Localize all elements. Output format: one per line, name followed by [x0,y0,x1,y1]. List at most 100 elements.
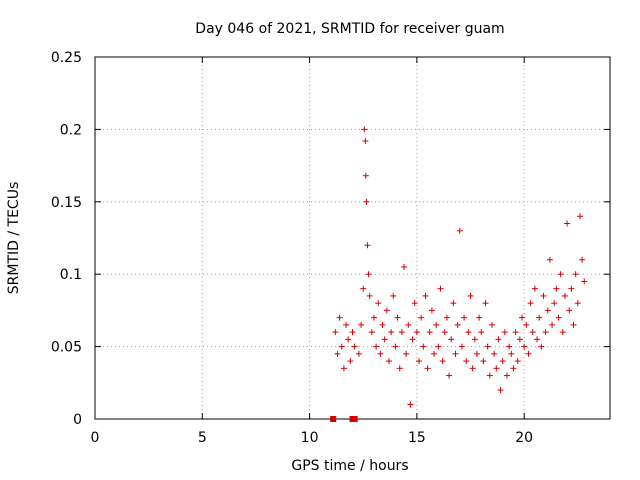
data-point [446,372,453,379]
data-point [514,358,521,365]
data-point [437,285,444,292]
data-point [456,227,463,234]
data-point [381,336,388,343]
data-point [508,350,515,357]
y-axis-label: SRMTID / TECUs [6,182,22,295]
data-point [340,365,347,372]
data-point [561,292,568,299]
data-point [512,329,519,336]
data-point [366,292,373,299]
x-tick-label: 20 [515,430,533,446]
data-point [383,307,390,314]
data-point [570,321,577,328]
gap-marker [330,416,337,422]
data-point [338,343,345,350]
plot-frame [94,56,611,420]
data-point [379,321,386,328]
data-point [332,329,339,336]
data-point [506,343,513,350]
data-point [476,314,483,321]
data-point [469,365,476,372]
data-points [330,126,588,422]
chart-title: Day 046 of 2021, SRMTID for receiver gua… [195,21,504,37]
data-point [531,285,538,292]
data-point [467,292,474,299]
data-point [424,365,431,372]
data-point [403,350,410,357]
data-point [542,329,549,336]
data-point [478,329,485,336]
data-point [388,329,395,336]
data-point [435,343,442,350]
data-point [416,358,423,365]
data-point [401,263,407,270]
data-point [439,358,446,365]
data-point [504,372,510,379]
data-point [546,256,553,263]
data-point [544,307,551,314]
data-point [396,365,403,372]
data-point [529,329,536,336]
data-point [413,329,420,336]
data-point [480,358,487,365]
grid-lines [95,57,610,419]
data-point [527,300,534,307]
data-point [461,314,468,321]
y-tick-label: 0 [73,412,82,428]
data-point [538,343,545,350]
x-tick-label: 15 [408,430,426,446]
data-point [523,321,530,328]
data-point [484,343,491,350]
data-point [497,387,504,394]
data-point [428,307,435,314]
data-point [370,314,377,321]
y-tick-label: 0.25 [51,50,82,66]
data-point [443,314,450,321]
data-point [418,314,425,321]
data-point [574,300,581,307]
data-point [433,321,440,328]
data-point [336,314,343,321]
data-point [549,321,556,328]
x-tick-label: 5 [198,430,207,446]
y-tick-label: 0.15 [51,195,82,211]
data-point [555,314,562,321]
data-point [441,329,448,336]
data-point [360,285,367,292]
data-point [343,321,350,328]
data-point [452,350,459,357]
data-point [551,300,558,307]
data-point [347,358,354,365]
data-point [471,336,478,343]
y-tick-label: 0.05 [51,340,82,356]
data-point [392,343,399,350]
data-point [375,300,382,307]
data-point [398,329,405,336]
data-point [564,220,571,227]
x-tick-label: 10 [301,430,319,446]
data-point [579,256,586,263]
data-point [422,292,429,299]
data-point [390,292,397,299]
data-point [363,198,370,205]
data-point [426,329,433,336]
data-point [521,343,528,350]
data-point [355,350,362,357]
data-point [540,292,547,299]
gap-marker [351,416,358,422]
data-point [458,343,465,350]
data-point [499,358,506,365]
data-point [525,350,532,357]
data-point [454,321,461,328]
data-point [420,343,427,350]
data-point [448,336,455,343]
data-point [358,321,365,328]
x-axis-label: GPS time / hours [291,458,408,474]
data-point [345,336,352,343]
data-point [501,329,508,336]
data-point [405,321,412,328]
data-point [534,336,541,343]
data-point [576,213,583,220]
data-point [566,307,573,314]
data-point [368,329,375,336]
